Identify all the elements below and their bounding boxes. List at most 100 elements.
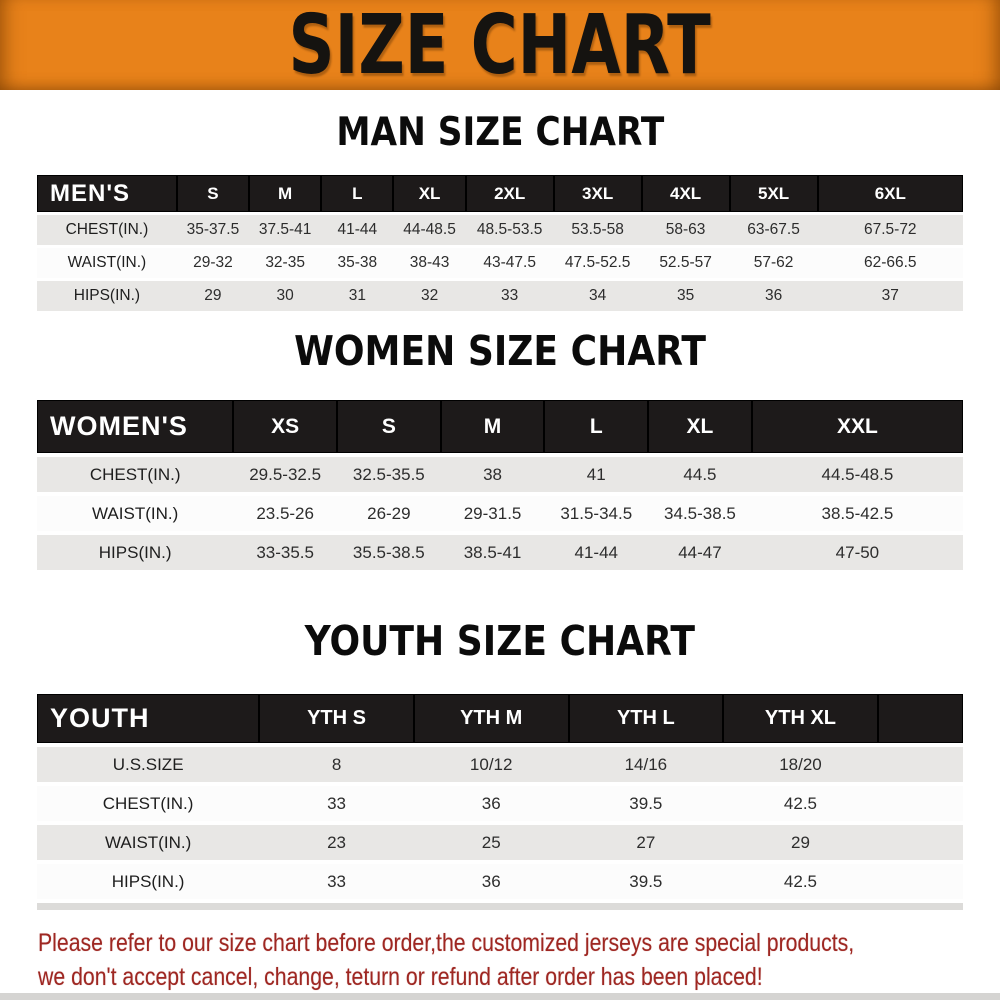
women-cell-waist-in-s: 26-29 (337, 496, 441, 531)
man-cell-waist-in-l: 35-38 (321, 248, 394, 278)
youth-cell-chest-in-yth-s: 33 (259, 786, 414, 821)
man-column-header-3xl: 3XL (553, 175, 642, 212)
women-cell-waist-in-xl: 34.5-38.5 (648, 496, 752, 531)
man-cell-hips-in-6xl: 37 (817, 281, 963, 311)
women-table-title: WOMEN'S (37, 400, 234, 453)
youth-cell-hips-in-yth-m: 36 (413, 864, 569, 899)
man-row-waist-in: WAIST(IN.) 29-32 32-35 35-38 38-43 43-47.5 47.… (37, 248, 963, 278)
row-label-chest-in: CHEST(IN.) (37, 215, 177, 245)
man-cell-chest-in-m: 37.5-41 (249, 215, 322, 245)
women-cell-chest-in-l: 41 (544, 457, 649, 492)
man-size-chart-heading: MAN SIZE CHART (37, 110, 963, 156)
man-cell-hips-in-5xl: 36 (729, 281, 818, 311)
women-row-hips-in: HIPS(IN.) 33-35.5 35.5-38.5 38.5-41 41-44 44-… (37, 535, 963, 570)
youth-size-section: YOUTH SIZE CHART YOUTH YTH S YTH M YTH L YTH … (37, 618, 963, 910)
women-cell-hips-in-xs: 33-35.5 (233, 535, 337, 570)
women-column-header-xs: XS (233, 400, 337, 453)
man-cell-waist-in-4xl: 52.5-57 (641, 248, 730, 278)
youth-cell-hips-in-yth-l: 39.5 (568, 864, 724, 899)
man-cell-chest-in-l: 41-44 (321, 215, 394, 245)
women-column-header-xxl: XXL (751, 400, 963, 453)
man-cell-waist-in-m: 32-35 (249, 248, 322, 278)
youth-cell-waist-in-yth-m: 25 (413, 825, 569, 860)
women-column-header-l: L (544, 400, 649, 453)
row-label-u-s-size: U.S.SIZE (37, 747, 260, 782)
man-cell-chest-in-5xl: 63-67.5 (729, 215, 818, 245)
youth-column-header-yth-m: YTH M (413, 694, 569, 743)
women-table-header-row: WOMEN'S XS S M L XL XXL (37, 400, 963, 453)
youth-row-hips-in: HIPS(IN.) 33 36 39.5 42.5 (37, 864, 963, 899)
bottom-edge-strip (0, 993, 1000, 1000)
women-size-chart-heading: WOMEN SIZE CHART (37, 328, 963, 374)
man-cell-chest-in-xl: 44-48.5 (393, 215, 466, 245)
youth-column-header-yth-s: YTH S (259, 694, 414, 743)
man-column-header-6xl: 6XL (817, 175, 963, 212)
youth-cell-u-s-size-yth-m: 10/12 (413, 747, 569, 782)
row-label-hips-in: HIPS(IN.) (37, 281, 177, 311)
women-cell-chest-in-s: 32.5-35.5 (337, 457, 441, 492)
man-column-header-4xl: 4XL (641, 175, 730, 212)
youth-size-chart-heading: YOUTH SIZE CHART (37, 618, 963, 664)
man-size-table: MEN'S S M L XL 2XL 3XL 4XL 5XL 6XL CHEST(IN.) 35-37… (37, 172, 963, 314)
youth-column-header-yth-xl: YTH XL (723, 694, 878, 743)
header-spacer-cell (877, 694, 963, 743)
man-column-header-s: S (176, 175, 250, 212)
row-label-waist-in: WAIST(IN.) (37, 825, 260, 860)
footer-note-line-1: Please refer to our size chart before or… (38, 929, 855, 957)
man-size-chart-heading-text: MAN SIZE CHART (336, 110, 664, 155)
youth-cell-waist-in-yth-l: 27 (568, 825, 724, 860)
women-cell-waist-in-xs: 23.5-26 (233, 496, 337, 531)
man-cell-hips-in-m: 30 (249, 281, 322, 311)
man-column-header-m: M (249, 175, 322, 212)
man-cell-chest-in-3xl: 53.5-58 (553, 215, 642, 245)
youth-size-chart-heading-text: YOUTH SIZE CHART (304, 617, 696, 665)
women-cell-hips-in-xxl: 47-50 (751, 535, 963, 570)
youth-cell-hips-in-yth-s: 33 (259, 864, 414, 899)
man-row-hips-in: HIPS(IN.) 29 30 31 32 33 34 35 36 37 (37, 281, 963, 311)
women-cell-hips-in-m: 38.5-41 (440, 535, 545, 570)
man-column-header-xl: XL (393, 175, 466, 212)
youth-cell-u-s-size-yth-s: 8 (259, 747, 414, 782)
women-cell-waist-in-xxl: 38.5-42.5 (751, 496, 963, 531)
women-column-header-m: M (440, 400, 545, 453)
man-cell-waist-in-xl: 38-43 (393, 248, 466, 278)
youth-cell-waist-in-yth-xl: 29 (723, 825, 878, 860)
women-cell-hips-in-s: 35.5-38.5 (337, 535, 441, 570)
man-table-header-row: MEN'S S M L XL 2XL 3XL 4XL 5XL 6XL (37, 175, 963, 212)
man-table-title: MEN'S (37, 175, 177, 212)
man-cell-hips-in-s: 29 (176, 281, 250, 311)
man-cell-waist-in-5xl: 57-62 (729, 248, 818, 278)
footer-note: Please refer to our size chart before or… (0, 926, 1000, 994)
women-cell-chest-in-xxl: 44.5-48.5 (751, 457, 963, 492)
youth-cell-chest-in-yth-l: 39.5 (568, 786, 724, 821)
youth-row-u-s-size: U.S.SIZE 8 10/12 14/16 18/20 (37, 747, 963, 782)
man-size-section: MAN SIZE CHART MEN'S S M L XL 2XL 3XL 4XL 5XL 6XL C… (37, 110, 963, 314)
row-spacer-cell (877, 864, 963, 899)
row-spacer-cell (877, 786, 963, 821)
man-cell-waist-in-s: 29-32 (176, 248, 250, 278)
women-cell-chest-in-xl: 44.5 (648, 457, 752, 492)
women-cell-waist-in-m: 29-31.5 (440, 496, 545, 531)
youth-size-table: YOUTH YTH S YTH M YTH L YTH XL U.S.SIZE 8 10/12… (37, 690, 963, 903)
man-cell-hips-in-4xl: 35 (641, 281, 730, 311)
youth-cell-u-s-size-yth-l: 14/16 (568, 747, 724, 782)
man-cell-chest-in-4xl: 58-63 (641, 215, 730, 245)
man-cell-waist-in-6xl: 62-66.5 (817, 248, 963, 278)
women-size-table: WOMEN'S XS S M L XL XXL CHEST(IN.) 29.5-32.5 32.5… (37, 396, 963, 574)
man-cell-waist-in-3xl: 47.5-52.5 (553, 248, 642, 278)
women-cell-hips-in-l: 41-44 (544, 535, 649, 570)
women-column-header-s: S (337, 400, 441, 453)
man-cell-hips-in-3xl: 34 (553, 281, 642, 311)
women-cell-hips-in-xl: 44-47 (648, 535, 752, 570)
man-cell-waist-in-2xl: 43-47.5 (465, 248, 554, 278)
banner-title: SIZE CHART (288, 0, 712, 93)
women-row-waist-in: WAIST(IN.) 23.5-26 26-29 29-31.5 31.5-34.5 34… (37, 496, 963, 531)
row-label-hips-in: HIPS(IN.) (37, 864, 260, 899)
man-column-header-l: L (321, 175, 394, 212)
row-spacer-cell (877, 825, 963, 860)
youth-cell-chest-in-yth-xl: 42.5 (723, 786, 878, 821)
youth-cell-u-s-size-yth-xl: 18/20 (723, 747, 878, 782)
man-row-chest-in: CHEST(IN.) 35-37.5 37.5-41 41-44 44-48.5 48.5… (37, 215, 963, 245)
youth-column-header-yth-l: YTH L (568, 694, 724, 743)
women-cell-chest-in-xs: 29.5-32.5 (233, 457, 337, 492)
